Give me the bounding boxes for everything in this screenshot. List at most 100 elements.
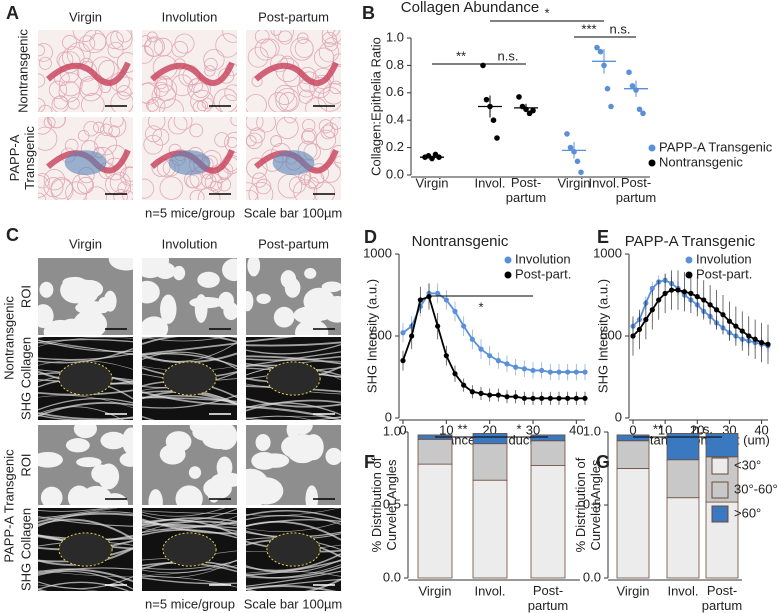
cell	[147, 96, 166, 112]
point	[483, 96, 490, 103]
cell	[246, 117, 264, 131]
column-header: Involution	[162, 9, 218, 24]
fiber	[246, 355, 341, 361]
cell	[298, 89, 313, 104]
marker	[739, 328, 745, 334]
cell	[38, 173, 50, 189]
bar-segment	[472, 443, 508, 481]
cell	[100, 123, 113, 137]
cell	[291, 425, 313, 435]
cell	[246, 157, 268, 179]
cell	[203, 477, 232, 500]
fiber	[38, 568, 133, 583]
texture	[246, 508, 341, 591]
cell	[119, 452, 133, 467]
y-axis-label: % Distribution ofCurvelet Angles	[369, 457, 399, 552]
column-header: Virgin	[69, 236, 102, 251]
cell	[175, 485, 203, 505]
marker	[435, 323, 441, 329]
y-tick-label: 0	[615, 409, 622, 424]
marker	[547, 369, 553, 375]
cell	[143, 37, 164, 57]
panel-label: F	[364, 452, 375, 472]
cell	[38, 117, 53, 135]
cell	[152, 128, 170, 146]
fiber	[246, 341, 341, 347]
point	[608, 103, 614, 110]
cell	[77, 130, 90, 142]
footer: Scale bar 100µm	[244, 205, 343, 220]
cell	[122, 427, 133, 455]
x-tick-label: Invol.	[588, 175, 619, 190]
epithelium	[168, 150, 211, 176]
legend-label: Involution	[515, 251, 571, 266]
cell	[105, 173, 127, 196]
marker	[662, 290, 668, 296]
marker	[688, 290, 694, 296]
fiber	[246, 343, 341, 355]
cell	[73, 310, 108, 335]
cell	[226, 136, 237, 149]
fiber	[38, 342, 133, 355]
cell	[284, 277, 301, 298]
stroma	[150, 61, 235, 86]
micrograph	[142, 30, 237, 112]
fiber	[38, 584, 99, 591]
cell	[295, 319, 329, 335]
marker	[636, 326, 643, 333]
cell	[224, 84, 237, 102]
significance-label: n.s.	[498, 48, 519, 63]
fiber	[246, 570, 341, 587]
fiber	[246, 578, 341, 591]
micrograph	[38, 425, 133, 505]
texture	[142, 30, 237, 112]
micrograph	[142, 508, 237, 591]
significance-label: n.s.	[692, 421, 713, 436]
cell	[83, 121, 99, 137]
fiber	[246, 415, 341, 419]
chart-title: Collagen Abundance	[401, 0, 539, 16]
cell	[216, 456, 233, 479]
texture	[38, 30, 133, 112]
column-header: Involution	[162, 236, 218, 251]
texture	[246, 337, 341, 420]
cell	[65, 181, 88, 200]
marker	[443, 297, 449, 303]
cell	[301, 130, 316, 145]
cell	[268, 92, 289, 112]
cell	[203, 49, 225, 71]
texture	[38, 337, 133, 420]
marker	[513, 394, 519, 400]
cell	[318, 41, 340, 63]
fiber	[246, 399, 341, 412]
marker	[426, 294, 432, 300]
bar-segment	[666, 497, 700, 579]
duct	[162, 361, 217, 396]
cell	[249, 127, 266, 144]
fiber	[246, 416, 341, 420]
marker	[573, 395, 579, 401]
cell	[330, 144, 341, 164]
cell	[246, 182, 259, 200]
marker	[530, 395, 536, 401]
chart-title: Nontransgenic	[412, 233, 509, 250]
cell	[312, 67, 334, 90]
cell	[113, 189, 128, 200]
texture	[38, 508, 133, 591]
cell	[110, 91, 133, 112]
y-tick-label: 0.0	[383, 569, 401, 584]
marker	[530, 367, 536, 374]
cell	[209, 164, 229, 184]
cell	[48, 80, 68, 99]
cell	[73, 425, 98, 439]
texture	[246, 30, 341, 112]
marker	[726, 318, 733, 324]
cell	[270, 135, 283, 147]
fiber	[246, 519, 341, 527]
panel-label: B	[362, 3, 375, 23]
marker	[513, 364, 519, 370]
texture	[246, 425, 341, 505]
marker	[556, 395, 562, 401]
point	[490, 117, 497, 123]
row-label: Nontransgenic	[15, 29, 30, 113]
